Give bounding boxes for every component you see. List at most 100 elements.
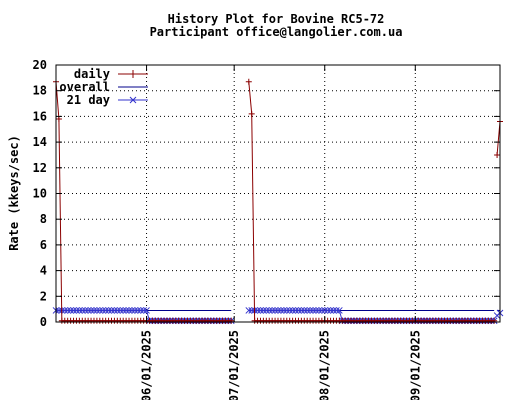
data-point (67, 307, 74, 314)
data-point (265, 307, 273, 314)
data-point (96, 307, 104, 314)
legend-marker (129, 70, 137, 78)
data-point (335, 307, 343, 314)
series-daily (53, 78, 503, 324)
data-point (64, 307, 72, 314)
y-tick-label: 18 (33, 84, 47, 98)
data-point (312, 307, 320, 314)
legend-label: daily (74, 67, 110, 81)
y-tick-label: 20 (33, 58, 47, 72)
data-point (306, 307, 314, 314)
data-point (494, 151, 501, 158)
series-group (52, 78, 504, 325)
data-point (327, 307, 334, 314)
data-point (260, 307, 267, 314)
series-line (248, 81, 495, 322)
plot-frame (55, 64, 501, 323)
data-point (113, 307, 121, 314)
data-point (330, 307, 337, 314)
x-tick-label: 07/01/2025 (227, 330, 241, 400)
chart-subtitle: Participant office@langolier.com.ua (150, 25, 403, 39)
data-point (87, 307, 95, 314)
data-point (131, 307, 139, 314)
data-point (254, 307, 261, 314)
axis-ticks: 0 2 4 6 8 10 12 14 16 18 20 06/01/2025 07/01/2025 08/… (33, 58, 500, 400)
data-point (84, 307, 92, 314)
data-point (125, 307, 133, 314)
grid-lines (56, 65, 500, 322)
data-point (286, 307, 294, 314)
data-point (324, 307, 332, 314)
data-point (90, 307, 98, 314)
x-tick-label: 09/01/2025 (408, 330, 422, 400)
chart-title: History Plot for Bovine RC5-72 (168, 12, 385, 26)
data-point (318, 307, 326, 314)
data-point (245, 78, 252, 85)
data-point (55, 115, 62, 122)
data-point (143, 307, 150, 314)
series-line (55, 81, 232, 322)
data-point (309, 307, 317, 314)
x-tick-label: 08/01/2025 (318, 330, 332, 400)
data-point (122, 307, 130, 314)
data-point (248, 307, 256, 314)
x-tick-label: 06/01/2025 (140, 330, 154, 400)
data-point (140, 307, 147, 314)
data-point (78, 307, 86, 314)
y-tick-label: 2 (40, 289, 47, 303)
y-tick-label: 0 (40, 315, 47, 329)
y-tick-label: 4 (40, 264, 47, 278)
data-point (268, 307, 276, 314)
data-point (321, 307, 329, 314)
data-point (73, 307, 80, 314)
data-point (491, 317, 498, 324)
y-tick-label: 8 (40, 212, 47, 226)
data-point (300, 307, 308, 314)
data-point (274, 307, 282, 314)
data-point (61, 307, 69, 314)
data-point (108, 307, 115, 314)
data-point (280, 307, 288, 314)
data-point (102, 307, 110, 314)
data-point (271, 307, 279, 314)
y-axis-label: Rate (kkeys/sec) (7, 135, 21, 251)
legend-marker (129, 96, 137, 104)
data-point (119, 307, 127, 314)
data-point (111, 307, 118, 314)
y-tick-label: 14 (33, 135, 47, 149)
data-point (248, 110, 255, 117)
data-point (105, 307, 112, 314)
data-point (70, 307, 77, 314)
data-point (295, 307, 302, 314)
data-point (128, 307, 136, 314)
data-point (289, 307, 296, 314)
data-point (228, 317, 235, 324)
y-tick-label: 12 (33, 161, 47, 175)
data-point (303, 307, 311, 314)
data-point (134, 307, 142, 314)
data-point (116, 307, 124, 314)
data-point (76, 307, 83, 314)
legend-label: overall (59, 80, 110, 94)
data-point (93, 307, 101, 314)
data-point (55, 307, 63, 314)
data-point (81, 307, 89, 314)
y-tick-label: 10 (33, 187, 47, 201)
data-point (277, 307, 285, 314)
data-point (283, 307, 291, 314)
data-point (292, 307, 299, 314)
y-tick-label: 6 (40, 238, 47, 252)
data-point (245, 307, 253, 314)
data-point (257, 307, 264, 314)
data-point (333, 307, 340, 314)
y-tick-label: 16 (33, 109, 47, 123)
data-point (315, 307, 323, 314)
data-point (298, 307, 305, 314)
legend-label: 21 day (67, 93, 110, 107)
data-point (137, 307, 145, 314)
data-point (262, 307, 270, 314)
data-point (99, 307, 107, 314)
